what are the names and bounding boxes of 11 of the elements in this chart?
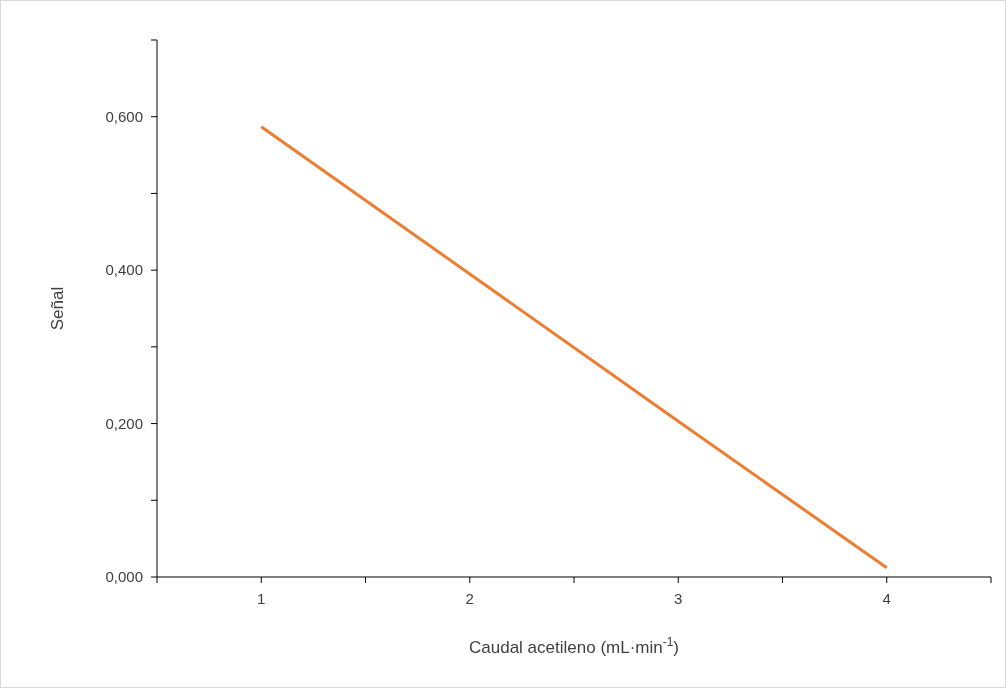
y-tick-label: 0,600 [105,108,143,126]
x-tick-label: 3 [674,589,683,607]
x-tick-label: 2 [465,589,474,607]
y-tick-label: 0,000 [105,568,143,586]
y-axis-title: Señal [48,286,67,331]
x-tick-label: 1 [257,589,266,607]
x-tick-label: 4 [882,589,891,607]
y-tick-label: 0,400 [105,261,143,279]
x-axis-title: Caudal acetileno (mL·min$^{-1}$) [469,635,679,657]
y-tick-label: 0,200 [105,414,143,432]
line-series [259,125,889,570]
